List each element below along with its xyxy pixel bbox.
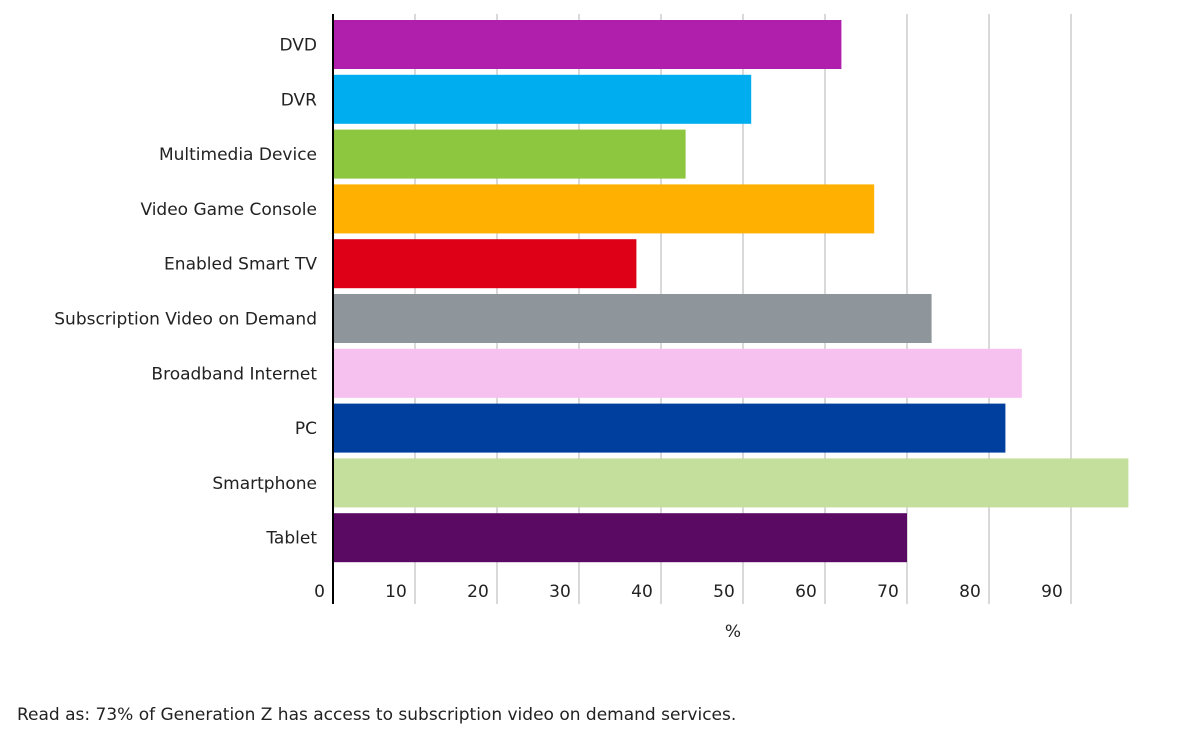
category-label-subscription-video-on-demand: Subscription Video on Demand (54, 310, 317, 330)
x-tick-label-80: 80 (959, 582, 981, 602)
x-tick-label-60: 60 (795, 582, 817, 602)
category-label-video-game-console: Video Game Console (140, 200, 317, 220)
x-tick-label-10: 10 (385, 582, 407, 602)
x-tick-label-20: 20 (467, 582, 489, 602)
category-labels: DVD DVR Multimedia Device Video Game Consol… (54, 36, 317, 549)
bar-smartphone (334, 458, 1129, 508)
bar-video-game-console (334, 184, 875, 234)
bar-subscription-video-on-demand (334, 294, 932, 343)
x-tick-label-70: 70 (877, 582, 899, 602)
category-label-tablet: Tablet (265, 529, 317, 549)
bar-enabled-smart-tv (334, 239, 637, 289)
category-label-broadband-internet: Broadband Internet (151, 364, 317, 384)
category-label-smartphone: Smartphone (212, 474, 317, 494)
bar-broadband-internet (334, 348, 1022, 398)
x-tick-labels: 0 10 20 30 40 50 60 70 80 90 (314, 582, 1063, 602)
bar-multimedia-device (334, 129, 686, 179)
category-label-enabled-smart-tv: Enabled Smart TV (164, 255, 317, 275)
category-label-dvr: DVR (281, 90, 317, 110)
bar-pc (334, 403, 1006, 453)
read-as-note: Read as: 73% of Generation Z has access … (17, 705, 737, 725)
bar-dvr (334, 74, 752, 124)
bar-dvd (334, 20, 842, 69)
bars (334, 20, 1129, 563)
x-tick-label-0: 0 (314, 582, 325, 602)
x-tick-label-30: 30 (549, 582, 571, 602)
x-tick-label-40: 40 (631, 582, 653, 602)
x-axis-title: % (725, 622, 741, 642)
category-label-pc: PC (295, 419, 317, 439)
category-label-multimedia-device: Multimedia Device (159, 145, 317, 165)
category-label-dvd: DVD (279, 36, 317, 56)
bar-tablet (334, 513, 907, 563)
x-tick-label-90: 90 (1041, 582, 1063, 602)
x-tick-label-50: 50 (713, 582, 735, 602)
